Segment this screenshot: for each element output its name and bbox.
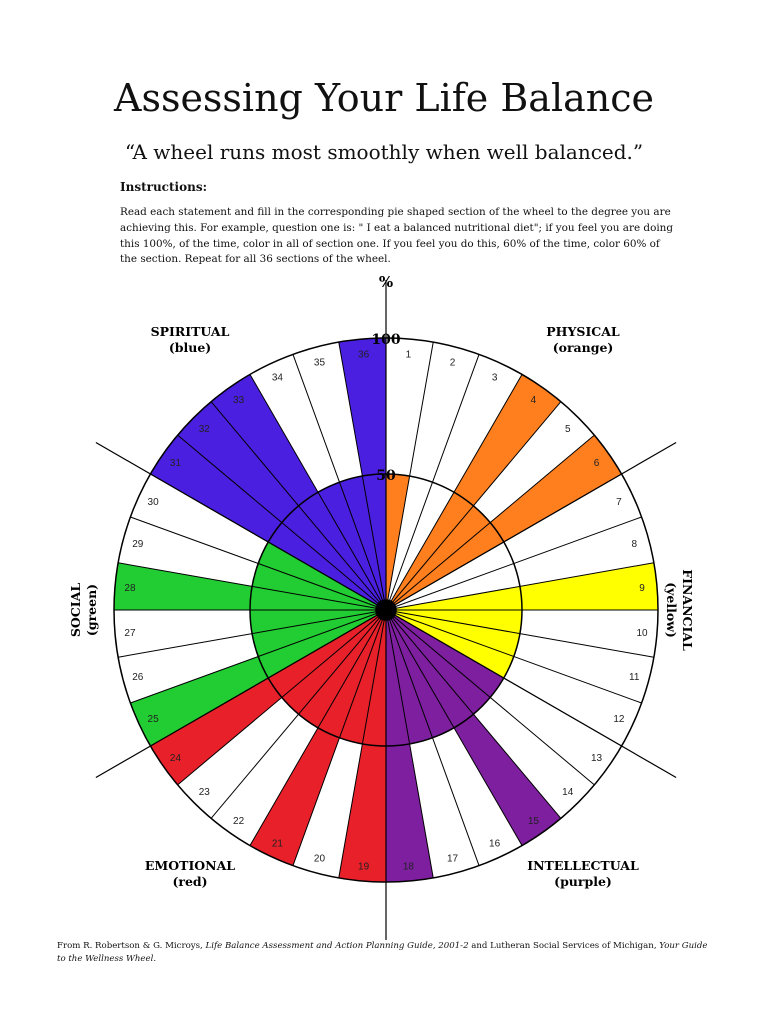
section-fill-21 — [250, 610, 386, 866]
category-divider-2 — [385, 441, 677, 611]
section-number-24: 24 — [170, 753, 182, 764]
section-number-4: 4 — [531, 395, 537, 406]
section-number-6: 6 — [594, 458, 600, 469]
section-number-14: 14 — [562, 787, 574, 798]
section-fill-24 — [150, 610, 386, 785]
section-fill-4 — [386, 374, 561, 610]
page-title: Assessing Your Life Balance — [114, 76, 654, 120]
section-number-36: 36 — [358, 349, 370, 360]
section-number-29: 29 — [132, 539, 144, 550]
section-number-9: 9 — [639, 583, 645, 594]
section-fill-32 — [177, 401, 386, 610]
section-number-18: 18 — [403, 862, 415, 873]
section-number-19: 19 — [358, 862, 370, 873]
section-number-10: 10 — [636, 628, 648, 639]
section-number-31: 31 — [170, 458, 182, 469]
category-label-financial: FINANCIAL(yellow) — [664, 569, 695, 651]
section-fill-16 — [386, 610, 454, 738]
section-number-21: 21 — [272, 838, 284, 849]
footer-title-2: Your Guide to the Wellness Wheel. — [57, 941, 708, 964]
footer-text-1: From R. Robertson & G. Microys, — [57, 941, 206, 951]
section-number-27: 27 — [124, 628, 136, 639]
section-number-1: 1 — [406, 349, 412, 360]
category-label-intellectual: INTELLECTUAL(purple) — [527, 858, 639, 889]
section-number-5: 5 — [565, 424, 571, 435]
section-fill-17 — [386, 610, 433, 744]
section-fill-30 — [258, 542, 386, 610]
section-fill-22 — [298, 610, 386, 728]
section-fill-35 — [339, 476, 386, 610]
category-divider-3 — [385, 609, 677, 779]
category-name-intellectual: INTELLECTUAL — [527, 858, 639, 873]
section-number-30: 30 — [148, 497, 160, 508]
section-fill-5 — [386, 505, 491, 610]
section-number-35: 35 — [314, 357, 326, 368]
section-number-32: 32 — [199, 424, 211, 435]
section-number-15: 15 — [528, 816, 540, 827]
section-number-34: 34 — [272, 373, 284, 384]
section-number-17: 17 — [447, 854, 459, 865]
percent-axis-label: % — [379, 273, 393, 291]
category-label-emotional: EMOTIONAL(red) — [145, 858, 235, 889]
footer-citation: From R. Robertson & G. Microys, Life Bal… — [57, 940, 717, 966]
section-number-20: 20 — [314, 854, 326, 865]
category-divider-6 — [95, 441, 387, 611]
section-fill-29 — [252, 563, 386, 610]
section-fill-11 — [386, 610, 520, 657]
category-name-emotional: EMOTIONAL — [145, 858, 235, 873]
section-fill-6 — [386, 435, 622, 610]
section-fill-12 — [386, 610, 514, 678]
section-fill-23 — [281, 610, 386, 715]
category-color-intellectual: (purple) — [554, 874, 612, 889]
section-number-25: 25 — [148, 714, 160, 725]
footer-title-1: Life Balance Assessment and Action Plann… — [205, 941, 469, 951]
category-color-financial: (yellow) — [664, 582, 679, 638]
category-color-emotional: (red) — [172, 874, 207, 889]
section-fill-25 — [130, 610, 386, 746]
category-name-spiritual: SPIRITUAL — [151, 324, 230, 339]
section-fill-31 — [150, 435, 386, 610]
instructions-text: Read each statement and fill in the corr… — [120, 206, 673, 266]
section-number-8: 8 — [631, 539, 637, 550]
section-number-26: 26 — [132, 672, 144, 683]
category-color-spiritual: (blue) — [169, 340, 211, 355]
section-fill-20 — [339, 610, 386, 744]
scale-label-50: 50 — [376, 468, 396, 484]
page-subtitle: “A wheel runs most smoothly when well ba… — [124, 140, 644, 164]
section-fill-15 — [386, 610, 561, 846]
section-number-2: 2 — [450, 357, 456, 368]
section-number-7: 7 — [616, 497, 622, 508]
section-number-33: 33 — [233, 395, 245, 406]
footer-text-2: and Lutheran Social Services of Michigan… — [468, 941, 660, 951]
section-fill-34 — [318, 482, 386, 610]
section-number-12: 12 — [613, 714, 625, 725]
section-number-28: 28 — [124, 583, 136, 594]
section-number-11: 11 — [629, 672, 640, 683]
section-number-13: 13 — [591, 753, 603, 764]
category-label-spiritual: SPIRITUAL(blue) — [151, 324, 230, 355]
category-name-physical: PHYSICAL — [546, 324, 620, 339]
instructions-heading: Instructions: — [120, 180, 208, 194]
section-fill-26 — [252, 610, 386, 657]
section-number-16: 16 — [489, 838, 501, 849]
category-name-social: SOCIAL — [68, 583, 83, 637]
section-fill-13 — [386, 610, 504, 698]
category-color-social: (green) — [84, 584, 99, 636]
section-fill-14 — [386, 610, 491, 715]
section-fill-33 — [211, 374, 386, 610]
category-color-physical: (orange) — [553, 340, 614, 355]
section-number-23: 23 — [199, 787, 211, 798]
category-divider-5 — [95, 609, 387, 779]
scale-label-100: 100 — [371, 332, 400, 348]
category-name-financial: FINANCIAL — [680, 569, 695, 651]
category-label-physical: PHYSICAL(orange) — [546, 324, 620, 355]
section-number-3: 3 — [492, 373, 498, 384]
category-label-social: SOCIAL (green) — [68, 583, 99, 637]
wheel-hub — [375, 599, 397, 621]
section-number-22: 22 — [233, 816, 245, 827]
